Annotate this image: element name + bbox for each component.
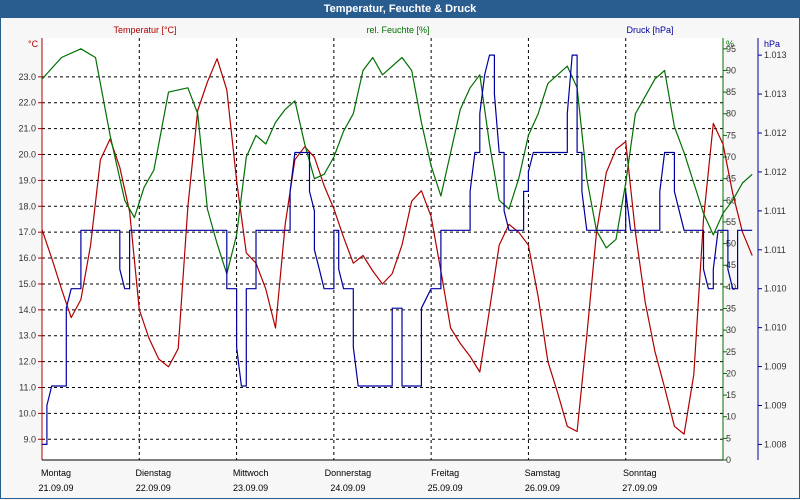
temperature-tick-label: 15.0: [18, 279, 36, 289]
plot-area: [42, 38, 723, 460]
x-day-label: Samstag: [525, 468, 561, 478]
temperature-tick-label: 19.0: [18, 175, 36, 185]
pressure-tick-label: 1.010: [764, 323, 787, 333]
x-date-label: 27.09.09: [622, 483, 657, 493]
humidity-tick-label: 70: [726, 152, 736, 162]
temperature-tick-label: 20.0: [18, 150, 36, 160]
x-date-label: 24.09.09: [330, 483, 365, 493]
pressure-tick-label: 1.013: [764, 50, 787, 60]
temperature-tick-label: 14.0: [18, 305, 36, 315]
temperature-tick-label: 13.0: [18, 331, 36, 341]
pressure-tick-label: 1.012: [764, 167, 787, 177]
x-date-label: 22.09.09: [136, 483, 171, 493]
humidity-unit-label: %: [726, 39, 734, 49]
pressure-tick-label: 1.008: [764, 439, 787, 449]
x-date-label: 25.09.09: [428, 483, 463, 493]
humidity-tick-label: 55: [726, 217, 736, 227]
temperature-tick-label: 18.0: [18, 201, 36, 211]
x-date-label: 21.09.09: [38, 483, 73, 493]
pressure-tick-label: 1.010: [764, 284, 787, 294]
humidity-tick-label: 15: [726, 390, 736, 400]
humidity-tick-label: 0: [726, 455, 731, 465]
legend-humidity: rel. Feuchte [%]: [366, 25, 429, 35]
pressure-tick-label: 1.011: [764, 206, 786, 216]
x-day-label: Freitag: [431, 468, 459, 478]
humidity-tick-label: 40: [726, 282, 736, 292]
humidity-series-line: [41, 48, 753, 275]
humidity-tick-label: 75: [726, 130, 736, 140]
temperature-tick-label: 11.0: [19, 383, 36, 393]
humidity-tick-label: 20: [726, 368, 736, 378]
x-day-label: Donnerstag: [325, 468, 372, 478]
humidity-tick-label: 95: [726, 44, 736, 54]
humidity-tick-label: 90: [726, 65, 736, 75]
pressure-tick-label: 1.013: [764, 89, 787, 99]
pressure-unit-label: hPa: [764, 39, 780, 49]
temperature-tick-label: 17.0: [18, 227, 36, 237]
pressure-tick-label: 1.011: [764, 245, 786, 255]
temperature-tick-label: 23.0: [18, 72, 36, 82]
temperature-tick-label: 10.0: [18, 408, 36, 418]
humidity-tick-label: 35: [726, 304, 736, 314]
humidity-tick-label: 50: [726, 239, 736, 249]
humidity-tick-label: 10: [726, 412, 736, 422]
humidity-tick-label: 85: [726, 87, 736, 97]
temperature-tick-label: 21.0: [18, 124, 36, 134]
legend-pressure: Druck [hPa]: [626, 25, 673, 35]
x-day-label: Sonntag: [623, 468, 657, 478]
humidity-tick-label: 5: [726, 433, 731, 443]
pressure-tick-label: 1.012: [764, 128, 787, 138]
temperature-tick-label: 16.0: [18, 253, 36, 263]
temperature-tick-label: 22.0: [18, 98, 36, 108]
temperature-tick-label: 9.0: [23, 434, 36, 444]
pressure-tick-label: 1.009: [764, 400, 787, 410]
x-date-label: 23.09.09: [233, 483, 268, 493]
legend-temperature: Temperatur [°C]: [113, 25, 176, 35]
humidity-tick-label: 60: [726, 195, 736, 205]
humidity-tick-label: 25: [726, 347, 736, 357]
temperature-tick-label: 12.0: [18, 357, 36, 367]
temperature-series-line: [41, 58, 753, 435]
pressure-series-line: [42, 54, 753, 445]
x-date-label: 26.09.09: [525, 483, 560, 493]
humidity-tick-label: 80: [726, 109, 736, 119]
x-day-label: Mittwoch: [233, 468, 269, 478]
x-day-label: Montag: [41, 468, 71, 478]
window-title: Temperatur, Feuchte & Druck: [0, 0, 800, 18]
x-day-label: Dienstag: [136, 468, 172, 478]
humidity-tick-label: 65: [726, 174, 736, 184]
humidity-tick-label: 30: [726, 325, 736, 335]
pressure-tick-label: 1.009: [764, 362, 787, 372]
humidity-tick-label: 45: [726, 260, 736, 270]
temperature-unit-label: °C: [28, 39, 39, 49]
